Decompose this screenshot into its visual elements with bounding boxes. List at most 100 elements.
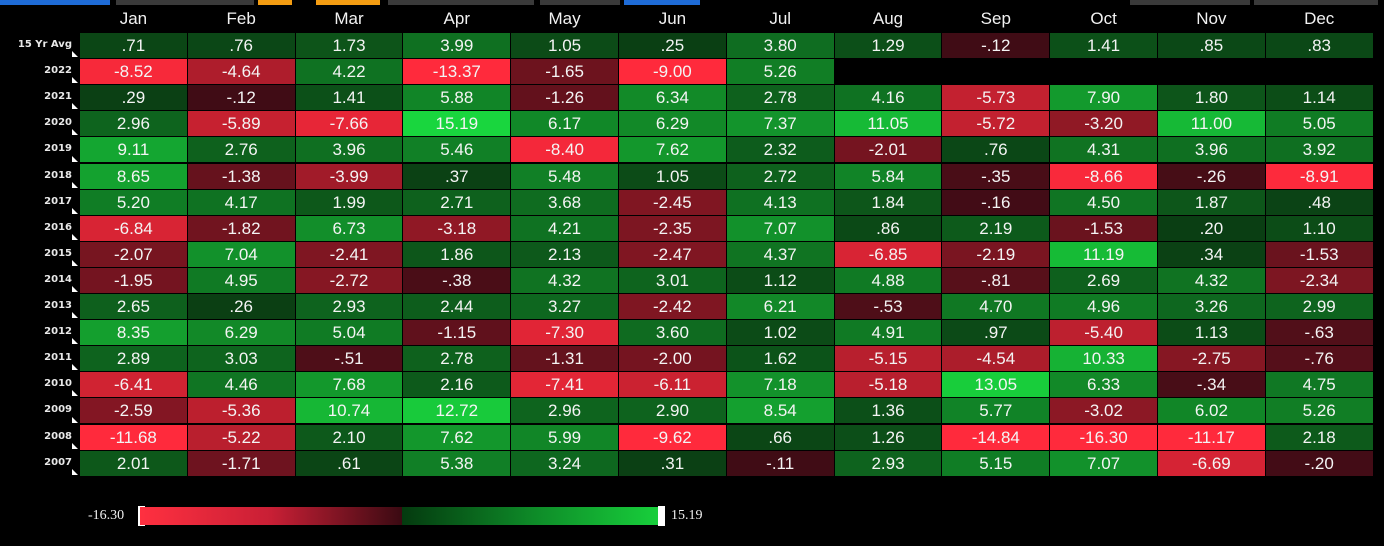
- heatmap-cell[interactable]: .85: [1158, 33, 1265, 59]
- heatmap-cell[interactable]: -16.30: [1050, 424, 1157, 450]
- column-header-mar[interactable]: Mar: [334, 9, 364, 28]
- heatmap-cell[interactable]: 2.69: [1050, 267, 1157, 293]
- heatmap-cell[interactable]: 3.96: [1158, 137, 1265, 163]
- heatmap-cell[interactable]: -2.59: [80, 398, 187, 424]
- heatmap-cell[interactable]: -1.31: [511, 346, 618, 372]
- toolbar-tab-3[interactable]: [258, 0, 292, 5]
- heatmap-cell[interactable]: 4.16: [834, 85, 942, 111]
- heatmap-cell[interactable]: 7.68: [295, 372, 403, 398]
- heatmap-cell[interactable]: 7.18: [726, 372, 834, 398]
- heatmap-cell[interactable]: -11.17: [1158, 424, 1265, 450]
- heatmap-cell[interactable]: -4.64: [187, 59, 295, 85]
- heatmap-cell[interactable]: 5.05: [1265, 111, 1373, 137]
- heatmap-cell[interactable]: 5.77: [942, 398, 1050, 424]
- heatmap-cell[interactable]: -9.62: [619, 424, 726, 450]
- heatmap-cell[interactable]: 4.22: [295, 59, 403, 85]
- heatmap-cell[interactable]: .76: [942, 137, 1050, 163]
- heatmap-cell[interactable]: 6.17: [511, 111, 618, 137]
- column-header-apr[interactable]: Apr: [443, 9, 471, 28]
- heatmap-cell[interactable]: -.12: [942, 33, 1050, 59]
- heatmap-cell[interactable]: 7.37: [726, 111, 834, 137]
- heatmap-cell[interactable]: 2.78: [403, 346, 511, 372]
- heatmap-cell[interactable]: -.51: [295, 346, 403, 372]
- heatmap-cell[interactable]: -1.26: [511, 85, 618, 111]
- toolbar-tab-7[interactable]: [624, 0, 700, 5]
- column-header-sep[interactable]: Sep: [980, 9, 1011, 28]
- heatmap-cell[interactable]: -8.52: [80, 59, 187, 85]
- heatmap-cell[interactable]: -6.85: [834, 241, 942, 267]
- heatmap-cell[interactable]: 3.60: [619, 320, 726, 346]
- heatmap-cell[interactable]: -13.37: [403, 59, 511, 85]
- heatmap-cell[interactable]: .37: [403, 163, 511, 189]
- heatmap-cell[interactable]: 1.26: [834, 424, 942, 450]
- heatmap-cell[interactable]: 1.05: [619, 163, 726, 189]
- toolbar-tab-1[interactable]: [0, 0, 110, 5]
- heatmap-cell[interactable]: -2.42: [619, 294, 726, 320]
- heatmap-cell[interactable]: -8.66: [1050, 163, 1157, 189]
- heatmap-cell[interactable]: 3.27: [511, 294, 618, 320]
- heatmap-cell[interactable]: 2.96: [80, 111, 187, 137]
- heatmap-cell[interactable]: 6.34: [619, 85, 726, 111]
- heatmap-cell[interactable]: 2.10: [295, 424, 403, 450]
- heatmap-cell[interactable]: 2.44: [403, 294, 511, 320]
- heatmap-cell[interactable]: -.26: [1158, 163, 1265, 189]
- heatmap-cell[interactable]: 4.96: [1050, 294, 1157, 320]
- heatmap-cell[interactable]: 1.87: [1158, 189, 1265, 215]
- heatmap-cell[interactable]: -2.34: [1265, 267, 1373, 293]
- toolbar-tab-8[interactable]: [1130, 0, 1250, 5]
- heatmap-cell[interactable]: 15.19: [403, 111, 511, 137]
- heatmap-cell[interactable]: .29: [80, 85, 187, 111]
- column-header-aug[interactable]: Aug: [872, 9, 904, 28]
- heatmap-cell[interactable]: 2.16: [403, 372, 511, 398]
- heatmap-cell[interactable]: -1.71: [187, 450, 295, 476]
- heatmap-cell[interactable]: 10.74: [295, 398, 403, 424]
- heatmap-cell[interactable]: 3.03: [187, 346, 295, 372]
- heatmap-cell[interactable]: -.34: [1158, 372, 1265, 398]
- heatmap-cell[interactable]: -5.73: [942, 85, 1050, 111]
- heatmap-cell[interactable]: 7.62: [619, 137, 726, 163]
- column-header-may[interactable]: May: [548, 9, 581, 28]
- heatmap-cell[interactable]: 1.80: [1158, 85, 1265, 111]
- heatmap-cell[interactable]: 3.01: [619, 267, 726, 293]
- heatmap-cell[interactable]: 8.54: [726, 398, 834, 424]
- heatmap-cell[interactable]: 6.02: [1158, 398, 1265, 424]
- heatmap-cell[interactable]: 11.19: [1050, 241, 1157, 267]
- heatmap-cell[interactable]: -8.40: [511, 137, 618, 163]
- heatmap-cell[interactable]: 6.33: [1050, 372, 1157, 398]
- heatmap-cell[interactable]: 5.04: [295, 320, 403, 346]
- heatmap-cell[interactable]: 8.35: [80, 320, 187, 346]
- heatmap-cell[interactable]: -6.69: [1158, 450, 1265, 476]
- heatmap-cell[interactable]: 5.46: [403, 137, 511, 163]
- heatmap-cell[interactable]: 1.29: [834, 33, 942, 59]
- heatmap-cell[interactable]: 4.32: [1158, 267, 1265, 293]
- heatmap-cell[interactable]: -1.53: [1050, 215, 1157, 241]
- heatmap-cell[interactable]: 4.37: [726, 241, 834, 267]
- heatmap-cell[interactable]: 12.72: [403, 398, 511, 424]
- heatmap-cell[interactable]: 2.32: [726, 137, 834, 163]
- column-header-jun[interactable]: Jun: [658, 9, 687, 28]
- heatmap-cell[interactable]: -5.15: [834, 346, 942, 372]
- toolbar-tab-9[interactable]: [1254, 0, 1378, 5]
- heatmap-cell[interactable]: 1.86: [403, 241, 511, 267]
- heatmap-cell[interactable]: 1.10: [1265, 215, 1373, 241]
- heatmap-cell[interactable]: -1.82: [187, 215, 295, 241]
- heatmap-cell[interactable]: 1.05: [511, 33, 618, 59]
- heatmap-cell[interactable]: -1.15: [403, 320, 511, 346]
- heatmap-cell[interactable]: 4.13: [726, 189, 834, 215]
- column-header-dec[interactable]: Dec: [1304, 9, 1335, 28]
- heatmap-cell[interactable]: -2.41: [295, 241, 403, 267]
- heatmap-cell[interactable]: 5.88: [403, 85, 511, 111]
- heatmap-cell[interactable]: .97: [942, 320, 1050, 346]
- heatmap-cell[interactable]: -4.54: [942, 346, 1050, 372]
- heatmap-cell[interactable]: .48: [1265, 189, 1373, 215]
- heatmap-cell[interactable]: 5.84: [834, 163, 942, 189]
- heatmap-cell[interactable]: 11.00: [1158, 111, 1265, 137]
- heatmap-cell[interactable]: -5.72: [942, 111, 1050, 137]
- heatmap-cell[interactable]: 3.92: [1265, 137, 1373, 163]
- heatmap-cell[interactable]: -2.07: [80, 241, 187, 267]
- heatmap-cell[interactable]: -5.18: [834, 372, 942, 398]
- heatmap-cell[interactable]: 2.90: [619, 398, 726, 424]
- legend-max-handle[interactable]: [658, 506, 665, 526]
- heatmap-cell[interactable]: 6.73: [295, 215, 403, 241]
- heatmap-cell[interactable]: 5.20: [80, 189, 187, 215]
